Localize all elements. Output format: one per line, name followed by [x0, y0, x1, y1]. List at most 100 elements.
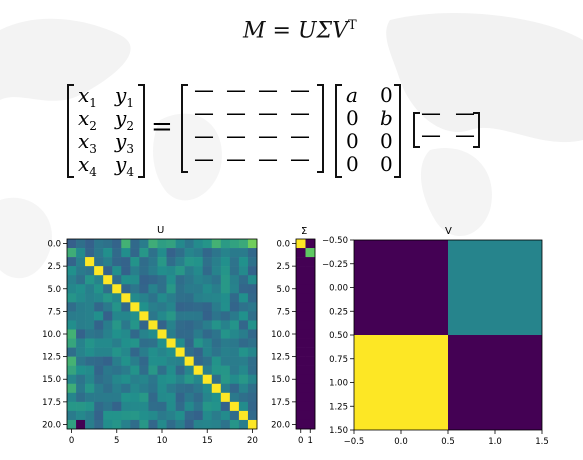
v-cell [448, 240, 542, 335]
u-cell [193, 392, 204, 403]
sigma-cell: 0 [380, 83, 393, 107]
sigma-ytick-label: 5.0 [276, 285, 290, 295]
u-cell [76, 257, 86, 267]
u-cell [130, 275, 140, 285]
u-cell [148, 275, 158, 285]
u-cell [166, 293, 176, 303]
u-cell [193, 374, 204, 385]
u-xtick-label: 5 [114, 436, 119, 446]
u-cell [211, 257, 222, 267]
u-cell [202, 320, 213, 330]
u-dash: — [290, 101, 310, 125]
sigma-cell [296, 302, 306, 312]
sigma-cell: 0 [346, 152, 359, 176]
sigma-cell [296, 311, 306, 321]
u-dash: — [226, 124, 246, 148]
u-cell [184, 410, 194, 421]
u-cell [85, 356, 95, 366]
u-cell [211, 284, 222, 294]
v-xtick-label: 0.0 [394, 437, 408, 447]
u-cell [67, 347, 77, 357]
u-cell [202, 365, 213, 376]
u-cell [193, 365, 204, 376]
u-cell [238, 284, 249, 294]
u-cell [76, 266, 86, 276]
sigma-cell [296, 293, 306, 303]
u-cell [121, 410, 131, 421]
sigma-cell [305, 275, 316, 285]
u-cell [67, 239, 77, 249]
u-cell [139, 302, 149, 312]
u-cell [67, 284, 77, 294]
u-cell [166, 311, 176, 321]
u-cell [211, 401, 222, 412]
u-cell [229, 401, 240, 412]
u-cell [103, 329, 113, 339]
u-cell [112, 257, 122, 267]
u-cell [76, 356, 86, 366]
u-cell [238, 239, 249, 249]
u-cell [157, 374, 167, 385]
sigma-cell [305, 257, 316, 267]
u-cell [85, 419, 95, 430]
u-cell [139, 338, 149, 348]
u-cell [103, 383, 113, 394]
u-dash: — [258, 78, 278, 102]
u-cell [94, 356, 104, 366]
chart-v-title: V [445, 226, 452, 237]
u-cell [166, 239, 176, 249]
u-cell [247, 374, 258, 385]
u-cell [238, 338, 249, 348]
u-cell [184, 383, 194, 394]
u-cell [148, 419, 158, 430]
u-cell [139, 311, 149, 321]
u-cell [112, 239, 122, 249]
sigma-cell [296, 410, 306, 421]
u-ytick-label: 2.5 [47, 262, 61, 272]
u-cell [85, 347, 95, 357]
u-cell [202, 266, 213, 276]
u-cell [67, 320, 77, 330]
u-cell [67, 257, 77, 267]
u-cell [76, 320, 86, 330]
u-cell [157, 284, 167, 294]
u-cell [130, 320, 140, 330]
u-cell [220, 374, 231, 385]
u-cell [67, 248, 77, 258]
u-cell [175, 410, 185, 421]
u-cell [67, 410, 77, 421]
u-cell [130, 239, 140, 249]
u-cell [67, 311, 77, 321]
u-cell [76, 302, 86, 312]
u-ytick-label: 12.5 [42, 353, 61, 363]
u-cell [112, 302, 122, 312]
u-cell [193, 293, 204, 303]
u-cell [175, 311, 185, 321]
u-cell [103, 266, 113, 276]
u-xtick-label: 10 [157, 436, 168, 446]
u-cell [76, 239, 86, 249]
u-cell [184, 320, 194, 330]
u-cell [112, 293, 122, 303]
u-cell [193, 311, 204, 321]
lhs-cell-y: y4 [115, 152, 134, 179]
lhs-cell-y: y3 [115, 129, 134, 156]
sigma-cell [305, 239, 316, 249]
title-lhs: M [243, 18, 266, 44]
sigma-ytick-label: 20.0 [271, 420, 290, 430]
u-cell [103, 401, 113, 412]
u-cell [184, 302, 194, 312]
u-cell [193, 329, 204, 339]
u-cell [148, 401, 158, 412]
lhs-cell-x: x4 [78, 152, 97, 179]
u-cell [211, 311, 222, 321]
u-cell [229, 419, 240, 430]
u-cell [112, 410, 122, 421]
u-cell [166, 374, 176, 385]
u-cell [76, 293, 86, 303]
u-cell [85, 392, 95, 403]
sigma-cell [296, 419, 306, 430]
u-cell [130, 347, 140, 357]
sigma-cell [296, 320, 306, 330]
u-cell [94, 401, 104, 412]
